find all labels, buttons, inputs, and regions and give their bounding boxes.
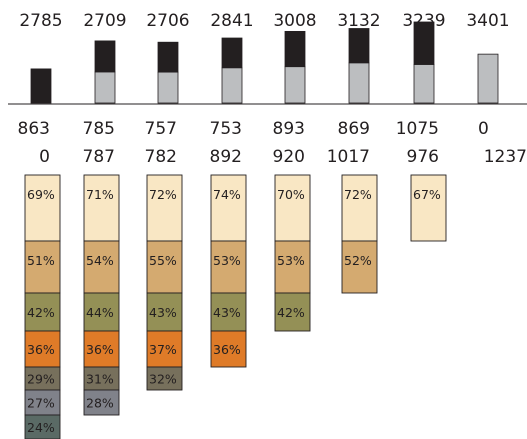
row2-value: 0: [39, 147, 50, 167]
row1-value: 1075: [396, 119, 439, 139]
top-bars: [30, 21, 499, 104]
retention-cell: [274, 292, 311, 332]
bar-segment-dark: [348, 28, 370, 64]
total-label: 2709: [83, 11, 126, 31]
row1-value: 0: [478, 119, 489, 139]
bar-segment-dark: [284, 30, 306, 68]
retention-cell: [210, 292, 247, 332]
retention-cell: [83, 389, 120, 416]
total-label: 3401: [466, 11, 509, 31]
bar-segment-light: [221, 67, 243, 104]
retention-percent: 71%: [86, 187, 114, 202]
bar-segment-light: [413, 64, 435, 104]
retention-cell: [210, 174, 247, 242]
row1-value: 785: [83, 119, 115, 139]
retention-percent: 43%: [213, 305, 241, 320]
retention-cell: [274, 240, 311, 294]
bar-segment-light: [477, 53, 499, 104]
retention-cell: [24, 414, 61, 439]
retention-percent: 36%: [86, 342, 114, 357]
retention-cell: [83, 330, 120, 368]
retention-percent: 37%: [149, 342, 177, 357]
retention-percent: 36%: [213, 342, 241, 357]
retention-cell: [83, 240, 120, 294]
retention-percent: 67%: [413, 187, 441, 202]
retention-percent: 53%: [277, 253, 305, 268]
retention-percent: 31%: [86, 372, 114, 387]
totals-row: 2785 2709 2706 2841 3008 3132 3239 3401: [19, 11, 509, 31]
retention-percent: 69%: [27, 187, 55, 202]
retention-percent: 74%: [213, 187, 241, 202]
retention-percent: 42%: [27, 305, 55, 320]
retention-percent: 32%: [149, 372, 177, 387]
retention-percent: 51%: [27, 253, 55, 268]
row1-value: 893: [273, 119, 305, 139]
total-label: 2841: [210, 11, 253, 31]
row2-value: 787: [83, 147, 115, 167]
second-row-values: 0 787 782 892 920 1017 976 1237: [39, 147, 527, 167]
retention-cell: [24, 330, 61, 368]
bar-segment-dark: [94, 40, 116, 73]
total-label: 2785: [19, 11, 62, 31]
retention-cell: [146, 366, 183, 391]
retention-percent: 72%: [344, 187, 372, 202]
row2-value: 892: [210, 147, 242, 167]
retention-cell: [210, 240, 247, 294]
bar-segment-light: [94, 71, 116, 104]
row1-value: 757: [145, 119, 177, 139]
retention-cell: [210, 330, 247, 368]
retention-percent: 55%: [149, 253, 177, 268]
retention-cell: [24, 240, 61, 294]
retention-percent: 44%: [86, 305, 114, 320]
total-label: 2706: [146, 11, 189, 31]
retention-cell: [83, 174, 120, 242]
retention-cell: [146, 240, 183, 294]
retention-percent: 27%: [27, 396, 55, 411]
row1-value: 863: [18, 119, 50, 139]
retention-percent: 28%: [86, 396, 114, 411]
retention-percent: 53%: [213, 253, 241, 268]
retention-percent: 54%: [86, 253, 114, 268]
retention-percent: 70%: [277, 187, 305, 202]
total-label: 3132: [337, 11, 380, 31]
retention-cell: [24, 174, 61, 242]
bar-segment-light: [284, 66, 306, 104]
retention-percent: 72%: [149, 187, 177, 202]
retention-percent: 24%: [27, 420, 55, 435]
bar-segment-dark: [413, 21, 435, 65]
retention-cell: [83, 292, 120, 332]
retention-percent: 43%: [149, 305, 177, 320]
bar-segment-light: [348, 62, 370, 104]
row2-value: 782: [145, 147, 177, 167]
total-label: 3008: [273, 11, 316, 31]
retention-cell: [410, 174, 447, 242]
row1-value: 869: [338, 119, 370, 139]
row2-value: 976: [407, 147, 439, 167]
retention-percent: 36%: [27, 342, 55, 357]
retention-cell: [146, 292, 183, 332]
retention-grid: 69% 51% 42% 36% 29% 27% 24% 71% 54% 44% 36% 31% 28% 7…: [24, 174, 447, 439]
bar-segment-dark: [30, 68, 52, 104]
row2-value: 920: [273, 147, 305, 167]
retention-cell: [341, 174, 378, 242]
bar-segment-dark: [157, 41, 179, 73]
retention-percent: 29%: [27, 372, 55, 387]
retention-cell: [146, 174, 183, 242]
row2-value: 1017: [327, 147, 370, 167]
retention-percent: 42%: [277, 305, 305, 320]
bar-segment-light: [157, 71, 179, 104]
first-row-values: 863 785 757 753 893 869 1075 0: [18, 119, 489, 139]
retention-cell: [274, 174, 311, 242]
retention-percent: 52%: [344, 253, 372, 268]
total-label: 3239: [402, 11, 445, 31]
bar-segment-dark: [221, 37, 243, 69]
row1-value: 753: [210, 119, 242, 139]
row2-value: 1237: [484, 147, 527, 167]
retention-cell: [341, 240, 378, 294]
